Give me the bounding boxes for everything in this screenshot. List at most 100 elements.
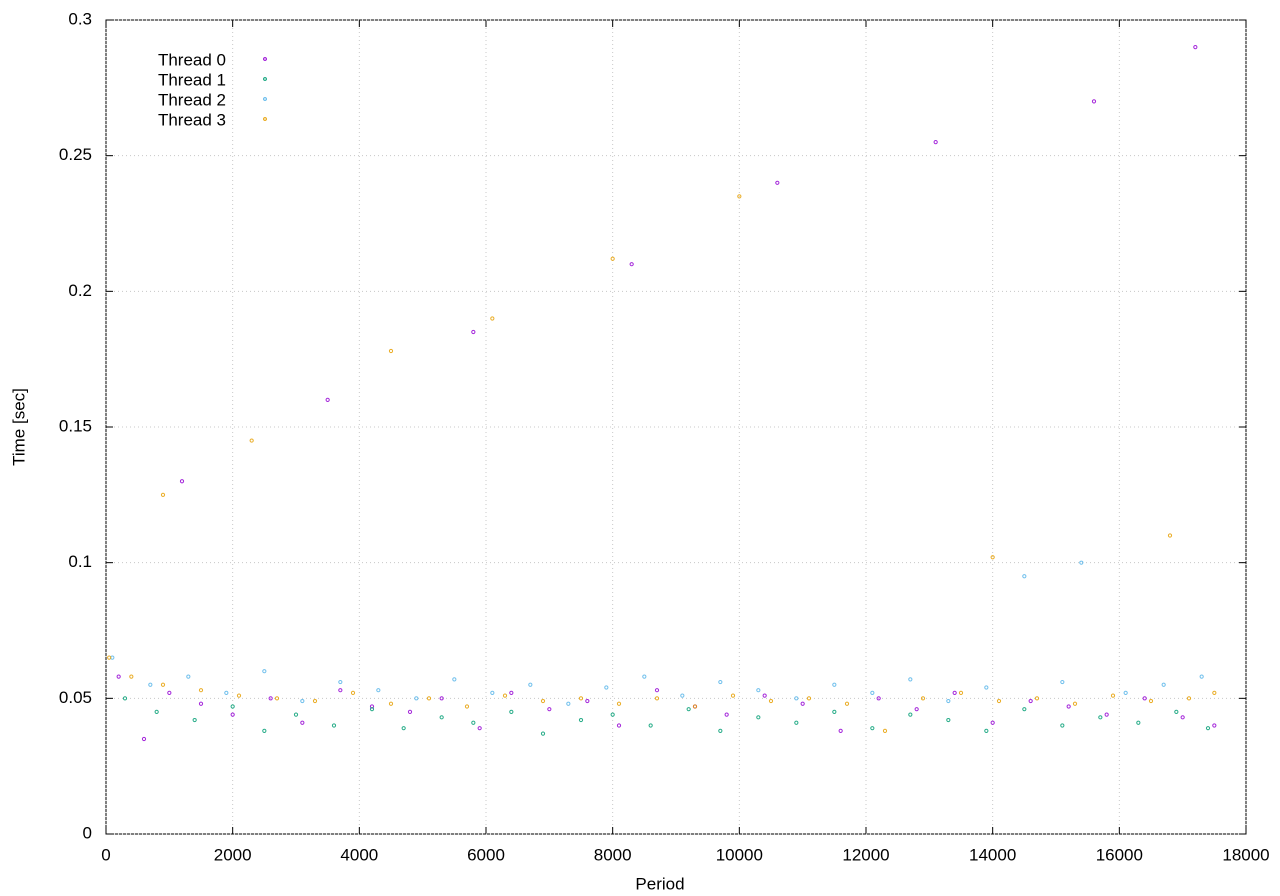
- point: [262, 669, 267, 674]
- point: [490, 316, 495, 321]
- point: [160, 492, 166, 497]
- point: [730, 693, 736, 698]
- point: [718, 679, 723, 685]
- point: [908, 712, 913, 717]
- point: [192, 717, 197, 723]
- point: [376, 688, 381, 693]
- point: [407, 709, 413, 715]
- point: [141, 736, 147, 742]
- point: [876, 696, 881, 701]
- point: [154, 709, 159, 715]
- point: [724, 712, 729, 717]
- point: [274, 696, 280, 701]
- point: [1212, 690, 1217, 696]
- point: [509, 690, 514, 696]
- point: [794, 720, 799, 725]
- point: [692, 704, 698, 709]
- y-tick-label: 0.15: [59, 416, 92, 435]
- point: [179, 479, 185, 484]
- legend-label: Thread 2: [158, 90, 226, 109]
- point: [439, 715, 444, 720]
- point: [1174, 709, 1179, 715]
- point: [293, 712, 299, 717]
- x-tick-label: 0: [101, 845, 110, 864]
- point: [1167, 533, 1173, 538]
- point: [338, 688, 343, 693]
- point: [338, 679, 343, 685]
- point: [1022, 574, 1027, 579]
- point: [737, 194, 742, 199]
- point: [325, 397, 330, 402]
- point: [686, 707, 691, 712]
- point: [471, 720, 476, 725]
- legend-marker: [263, 77, 267, 81]
- point: [300, 698, 305, 704]
- point: [1161, 682, 1166, 687]
- y-tick-label: 0: [83, 823, 92, 842]
- point: [1148, 698, 1154, 704]
- point: [388, 348, 394, 354]
- point: [832, 682, 837, 687]
- point: [198, 701, 204, 706]
- point: [122, 696, 128, 701]
- x-axis-label: Period: [635, 874, 684, 893]
- point: [1060, 679, 1065, 685]
- point: [654, 696, 660, 701]
- point: [129, 674, 134, 679]
- point: [426, 696, 432, 701]
- x-tick-label: 18000: [1222, 845, 1269, 864]
- legend-label: Thread 0: [158, 50, 226, 69]
- point: [502, 693, 508, 698]
- legend-label: Thread 1: [158, 70, 226, 89]
- point: [933, 140, 938, 145]
- point: [648, 723, 653, 728]
- point: [471, 329, 476, 335]
- point: [1193, 45, 1198, 50]
- point: [1205, 726, 1211, 731]
- x-tick-label: 12000: [842, 845, 889, 864]
- point: [838, 728, 843, 733]
- point: [1142, 696, 1147, 701]
- point: [882, 728, 888, 733]
- point: [775, 180, 780, 185]
- point: [794, 696, 799, 701]
- point: [477, 726, 482, 731]
- point: [654, 688, 660, 693]
- legend-marker: [263, 57, 267, 61]
- point: [990, 720, 995, 725]
- point: [629, 262, 634, 267]
- point: [1212, 723, 1217, 728]
- y-tick-label: 0.3: [68, 9, 92, 28]
- legend-marker: [263, 97, 267, 101]
- point: [1123, 690, 1128, 696]
- point: [756, 715, 761, 720]
- point: [540, 731, 546, 736]
- point: [369, 707, 375, 712]
- point: [800, 701, 805, 706]
- point: [490, 690, 495, 696]
- y-axis-label: Time [sec]: [9, 388, 28, 466]
- point: [300, 720, 305, 725]
- legend-marker: [263, 117, 267, 121]
- point: [762, 693, 767, 698]
- point: [806, 696, 812, 701]
- point: [401, 726, 406, 731]
- point: [585, 698, 590, 704]
- point: [616, 723, 622, 728]
- x-tick-label: 14000: [969, 845, 1016, 864]
- x-tick-label: 8000: [594, 845, 632, 864]
- point: [230, 704, 235, 709]
- point: [946, 717, 951, 723]
- point: [1104, 712, 1109, 717]
- point: [578, 717, 584, 723]
- point: [566, 701, 571, 706]
- point: [116, 674, 121, 679]
- point: [414, 696, 419, 701]
- point: [167, 690, 172, 696]
- point: [186, 674, 191, 679]
- y-tick-label: 0.1: [68, 552, 92, 571]
- point: [547, 707, 552, 712]
- point: [230, 712, 235, 717]
- point: [540, 698, 546, 704]
